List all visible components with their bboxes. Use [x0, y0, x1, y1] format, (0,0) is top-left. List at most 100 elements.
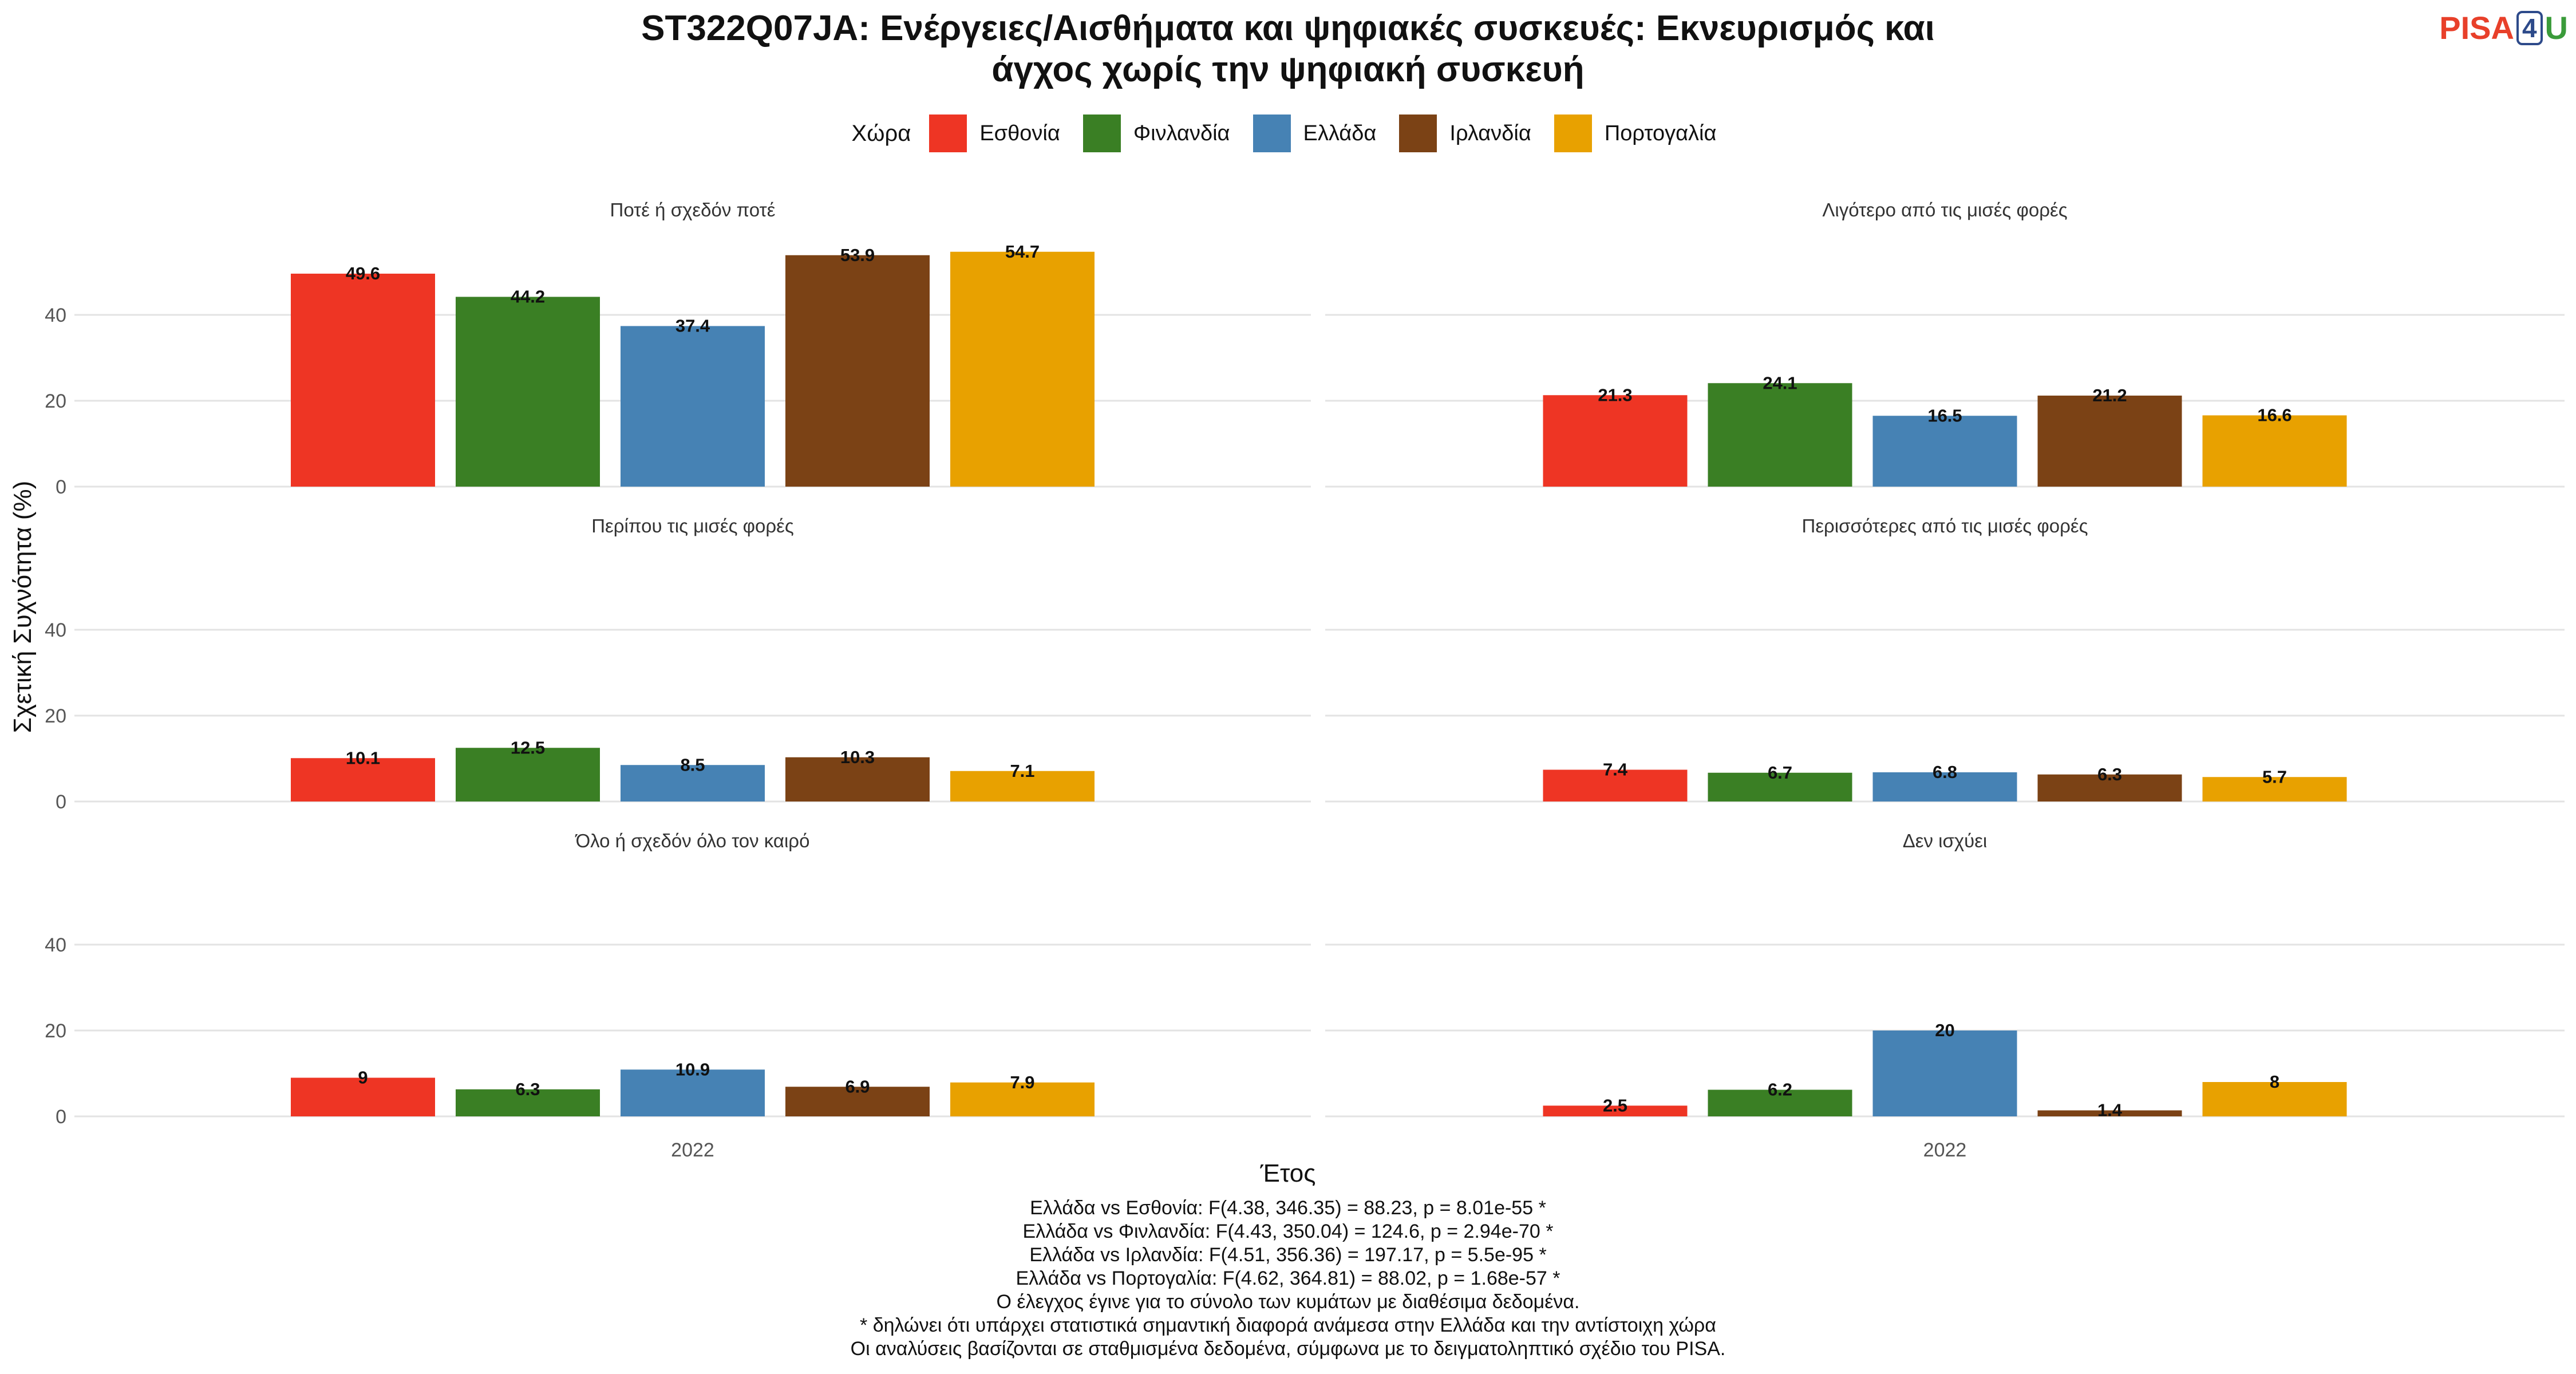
- data-label: 21.3: [1598, 385, 1632, 405]
- legend-item-portugal: Πορτογαλία: [1554, 114, 1717, 152]
- data-label: 10.1: [346, 748, 380, 768]
- bar: [291, 1077, 435, 1116]
- data-label: 8: [2270, 1072, 2279, 1092]
- panel-title: Περίπου τις μισές φορές: [591, 515, 794, 536]
- panel-title: Δεν ισχύει: [1903, 830, 1988, 851]
- pisa4u-logo: PISA 4 U: [2439, 8, 2568, 48]
- bar: [621, 326, 765, 487]
- legend-swatch: [929, 114, 967, 152]
- bar: [1543, 1105, 1688, 1116]
- note-line: Ελλάδα vs Πορτογαλία: F(4.62, 364.81) = …: [1016, 1268, 1560, 1289]
- bar: [950, 1082, 1095, 1116]
- legend-item-finland: Φινλανδία: [1082, 114, 1230, 152]
- data-label: 21.2: [2092, 385, 2127, 405]
- bar: [1872, 416, 2017, 487]
- legend-item-greece: Ελλάδα: [1253, 114, 1377, 152]
- bar: [2037, 1110, 2182, 1116]
- y-tick-label: 20: [45, 390, 66, 412]
- y-axis-label: Σχετική Συχνότητα (%): [9, 480, 37, 733]
- legend-label: Ελλάδα: [1303, 121, 1377, 145]
- logo-text-four: 4: [2516, 11, 2543, 45]
- bar: [621, 765, 765, 802]
- data-label: 8.5: [680, 755, 705, 775]
- data-label: 20: [1935, 1020, 1954, 1040]
- data-label: 10.3: [840, 747, 875, 767]
- data-label: 54.7: [1005, 242, 1040, 262]
- data-label: 16.5: [1927, 405, 1962, 425]
- note-line: * δηλώνει ότι υπάρχει στατιστικά σημαντι…: [860, 1314, 1716, 1336]
- data-label: 5.7: [2262, 767, 2287, 787]
- legend-swatch: [1253, 114, 1291, 152]
- legend-label: Ιρλανδία: [1449, 121, 1531, 145]
- bar: [1708, 772, 1852, 802]
- note-line: Ελλάδα vs Φινλανδία: F(4.43, 350.04) = 1…: [1022, 1221, 1554, 1242]
- data-label: 1.4: [2097, 1100, 2123, 1120]
- bar: [950, 771, 1095, 802]
- bar: [2037, 396, 2182, 487]
- legend-swatch: [1554, 114, 1592, 152]
- panel-title: Λιγότερο από τις μισές φορές: [1822, 199, 2067, 220]
- logo-text-pisa: PISA: [2439, 10, 2514, 46]
- y-tick-label: 20: [45, 705, 66, 727]
- y-tick-label: 40: [45, 305, 66, 326]
- panel-title: Ποτέ ή σχεδόν ποτέ: [610, 199, 776, 220]
- data-label: 6.2: [1768, 1080, 1792, 1100]
- data-label: 44.2: [511, 287, 545, 307]
- note-line: Ελλάδα vs Εσθονία: F(4.38, 346.35) = 88.…: [1030, 1197, 1546, 1219]
- legend-label: Εσθονία: [979, 121, 1060, 145]
- bar: [785, 255, 930, 487]
- bar: [1872, 772, 2017, 802]
- logo-text-u: U: [2545, 10, 2568, 46]
- note-line: Οι αναλύσεις βασίζονται σε σταθμισμένα δ…: [850, 1338, 1726, 1360]
- legend-title: Χώρα: [851, 120, 911, 146]
- chart-title-line-1: ST322Q07JA: Ενέργειες/Αισθήματα και ψηφι…: [641, 9, 1935, 48]
- bar: [291, 758, 435, 802]
- legend-label: Φινλανδία: [1133, 121, 1230, 145]
- data-label: 24.1: [1763, 373, 1797, 393]
- legend-item-estonia: Εσθονία: [929, 114, 1060, 152]
- legend-swatch: [1082, 114, 1121, 152]
- data-label: 6.3: [515, 1079, 540, 1099]
- data-label: 7.1: [1010, 761, 1034, 781]
- bar: [1708, 1089, 1852, 1116]
- bar: [785, 1087, 930, 1116]
- note-line: Ελλάδα vs Ιρλανδία: F(4.51, 356.36) = 19…: [1029, 1244, 1547, 1266]
- y-tick-label: 20: [45, 1020, 66, 1042]
- bar: [1543, 769, 1688, 802]
- data-label: 6.3: [2097, 764, 2122, 784]
- data-label: 6.7: [1768, 763, 1792, 783]
- bar: [785, 757, 930, 802]
- bar: [291, 274, 435, 487]
- y-tick-label: 0: [56, 476, 66, 498]
- bar: [456, 748, 600, 802]
- legend-swatch: [1399, 114, 1437, 152]
- x-axis-label: Έτος: [1260, 1159, 1316, 1187]
- bar: [456, 1089, 600, 1116]
- note-line: Ο έλεγχος έγινε για το σύνολο των κυμάτω…: [996, 1291, 1580, 1313]
- bar: [456, 297, 600, 487]
- bar: [2202, 777, 2347, 802]
- legend-item-ireland: Ιρλανδία: [1399, 114, 1531, 152]
- chart-title-line-2: άγχος χωρίς την ψηφιακή συσκευή: [991, 50, 1585, 89]
- data-label: 6.9: [845, 1076, 870, 1096]
- y-tick-label: 40: [45, 934, 66, 956]
- bar: [2202, 1082, 2347, 1116]
- data-label: 6.8: [1933, 762, 1957, 782]
- data-label: 9: [358, 1068, 368, 1088]
- y-tick-label: 0: [56, 791, 66, 813]
- bar: [950, 251, 1095, 487]
- data-label: 7.9: [1010, 1072, 1034, 1092]
- x-tick-label: 2022: [1923, 1139, 1967, 1161]
- y-tick-label: 40: [45, 619, 66, 641]
- test-notes: Ελλάδα vs Εσθονία: F(4.38, 346.35) = 88.…: [0, 1197, 2576, 1361]
- x-tick-label: 2022: [671, 1139, 714, 1161]
- data-label: 7.4: [1603, 760, 1628, 780]
- chart-legend: Χώρα Εσθονία Φινλανδία Ελλάδα Ιρλανδία Π…: [0, 114, 2576, 152]
- panel-title: Περισσότερες από τις μισές φορές: [1801, 515, 2088, 536]
- data-label: 16.6: [2257, 405, 2291, 425]
- bar: [2037, 774, 2182, 802]
- data-label: 10.9: [675, 1059, 710, 1079]
- data-label: 37.4: [675, 316, 710, 336]
- legend-label: Πορτογαλία: [1604, 121, 1717, 145]
